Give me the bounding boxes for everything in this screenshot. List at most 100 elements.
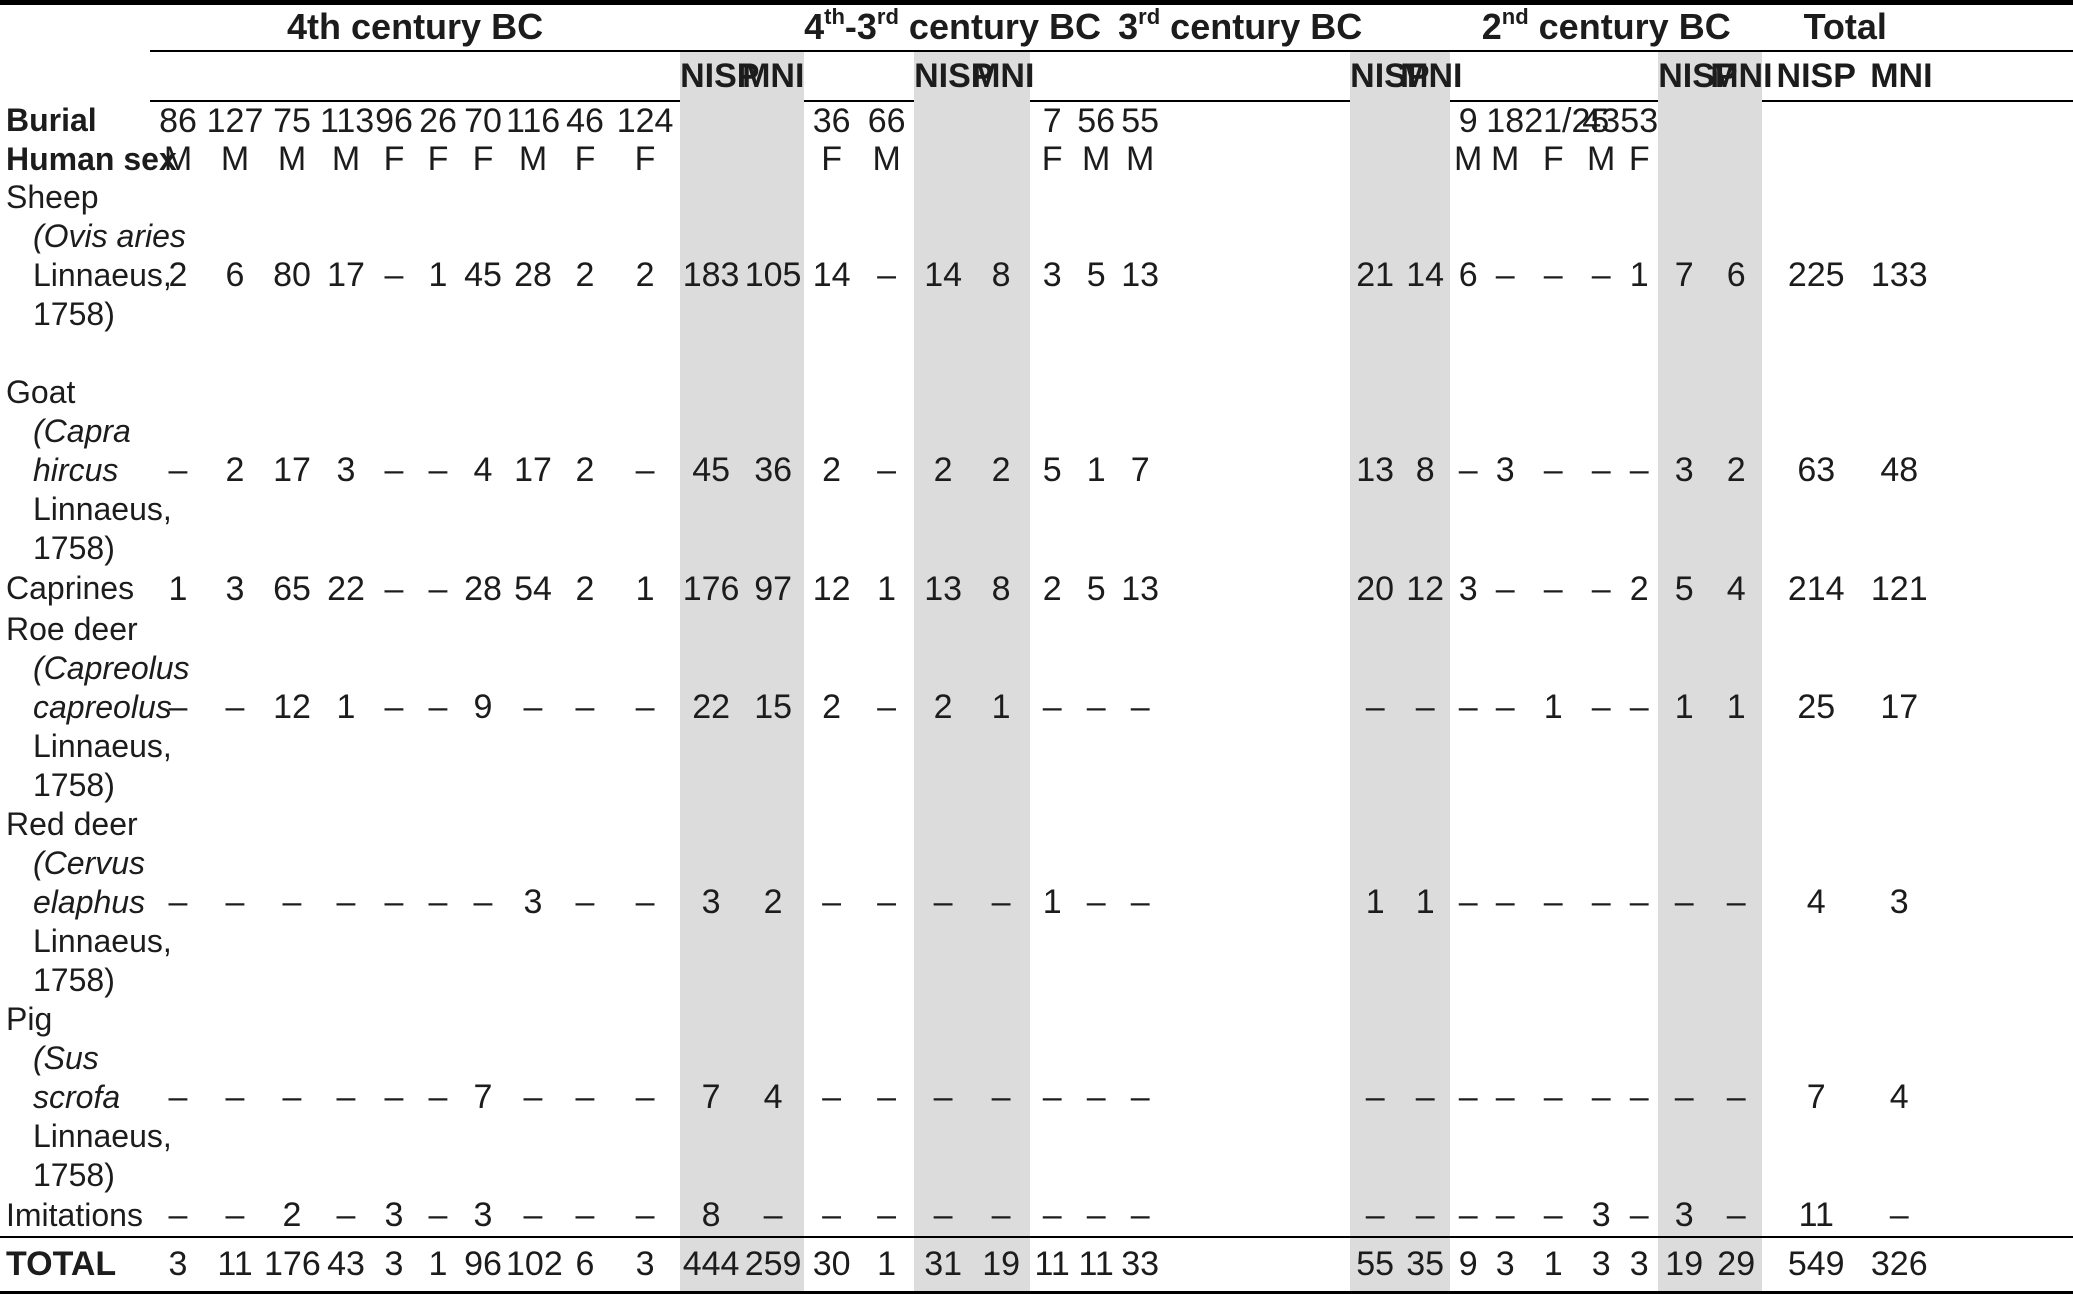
mni-sum-cell: 8	[1400, 372, 1451, 568]
count-cell: –	[575, 688, 595, 726]
species-common-name: Imitations	[6, 1196, 143, 1233]
total-mni-cell: 133	[1870, 256, 1928, 294]
species-common-name: Pig	[6, 1000, 53, 1037]
nisp-header: NISP	[1350, 50, 1430, 101]
burial-number-cell: 43	[1582, 101, 1621, 140]
count-cell: 30	[804, 1235, 860, 1293]
count-cell: –	[1130, 688, 1150, 726]
mni-sum-cell: –	[1400, 609, 1451, 805]
nisp-mni-header-spacer	[680, 2, 805, 52]
mni-sum-cell: –	[1400, 1194, 1451, 1237]
right-spacer	[1928, 805, 2073, 1000]
count-cell: –	[877, 256, 897, 294]
count-cell: 28	[464, 569, 502, 608]
gap-cell	[1162, 373, 1350, 568]
human-sex-row: Human sex M M M M F F F M F F F M F M M M M F M F	[0, 139, 2073, 178]
mni-sum-cell: 259	[742, 1235, 805, 1293]
count-cell: –	[523, 1196, 543, 1234]
species-latin-name-line: (Capreolus	[33, 649, 190, 686]
nisp-sum-cell: 22	[680, 609, 743, 805]
mni-sum-cell: –	[1710, 999, 1763, 1195]
nisp-sum-cell: 444	[680, 1235, 743, 1293]
mni-sum-cell: –	[1710, 804, 1763, 1000]
count-cell: –	[1458, 451, 1478, 489]
nisp-sum-cell: 1	[1658, 609, 1711, 805]
count-cell: 13	[1121, 569, 1160, 608]
total-nisp-cell: 4	[1806, 883, 1826, 921]
count-cell: –	[225, 1078, 245, 1116]
nisp-sum-cell: –	[914, 1194, 973, 1237]
count-cell: 13	[1121, 256, 1160, 294]
count-cell: 22	[327, 569, 365, 608]
mni-band-cell	[1400, 139, 1451, 178]
nisp-band-cell	[680, 100, 743, 140]
count-cell: –	[1495, 569, 1515, 608]
species-row: Red deer (Cervus elaphus Linnaeus, 1758) – – – –…	[0, 804, 2073, 1000]
count-cell: 9	[1450, 1235, 1487, 1293]
mni-header: MNI	[972, 50, 1034, 101]
species-latin-name-line: Linnaeus,	[33, 256, 172, 293]
mni-sum-cell: 14	[1400, 177, 1451, 373]
mni-sum-cell: 8	[972, 177, 1031, 373]
count-cell: –	[575, 883, 595, 921]
count-cell: 2	[822, 451, 842, 489]
count-cell: 3	[473, 1196, 493, 1234]
nisp-band-cell	[680, 139, 743, 178]
mni-sum-cell: –	[1710, 1194, 1763, 1237]
nisp-sum-cell: 31	[914, 1235, 973, 1293]
count-cell: –	[1042, 688, 1062, 726]
nisp-header: NISP	[680, 50, 759, 101]
count-cell: –	[877, 688, 897, 726]
count-cell: –	[877, 1196, 897, 1234]
count-cell: –	[635, 883, 655, 921]
count-cell: 2	[282, 1196, 302, 1234]
count-cell: 2	[1629, 569, 1649, 608]
count-cell: –	[877, 883, 897, 921]
mni-sum-cell: –	[972, 1194, 1031, 1237]
mni-sum-cell: –	[972, 804, 1031, 1000]
count-cell: 6	[1458, 256, 1478, 294]
nisp-sum-cell: 13	[1350, 372, 1401, 568]
header-underline-spacer	[150, 50, 681, 102]
ordinal-suffix: th	[824, 4, 845, 30]
count-cell: –	[168, 688, 188, 726]
row-label: Burial	[6, 102, 97, 138]
corner-cell	[0, 51, 150, 101]
mni-sum-cell: 1	[972, 609, 1031, 805]
sex-cell: M	[872, 139, 901, 178]
nisp-sum-cell: –	[1350, 999, 1401, 1195]
count-cell: –	[336, 1078, 356, 1116]
count-cell: –	[1543, 1078, 1563, 1116]
burial-number-cell: 21/25	[1524, 101, 1610, 140]
count-cell: –	[1591, 1078, 1611, 1116]
sex-cell: M	[220, 139, 250, 178]
nisp-sum-cell: –	[1350, 609, 1401, 805]
sex-cell: F	[427, 139, 449, 178]
mni-sum-cell: 15	[742, 609, 805, 805]
count-cell: 17	[514, 451, 552, 489]
century-header-3rd: 3rd century BC	[1030, 2, 1451, 52]
count-cell: –	[1543, 256, 1563, 294]
count-cell: –	[877, 1078, 897, 1116]
count-cell: –	[635, 688, 655, 726]
count-cell: –	[575, 1078, 595, 1116]
species-latin-name-line: Linnaeus,	[33, 727, 172, 764]
species-latin-name-line: (Ovis aries	[33, 217, 186, 254]
count-cell: –	[635, 451, 655, 489]
right-spacer	[1928, 101, 2073, 140]
species-latin-name-line: 1758)	[33, 529, 115, 566]
gap-cell	[1162, 1235, 1351, 1293]
nisp-sum-cell: 14	[914, 177, 973, 373]
count-cell: –	[1495, 1196, 1515, 1234]
count-cell: 5	[1086, 569, 1106, 608]
count-cell: –	[384, 256, 404, 294]
count-cell: –	[428, 688, 448, 726]
sex-cell: M	[1454, 139, 1483, 178]
count-cell: 3	[150, 1235, 206, 1293]
count-cell: –	[168, 1078, 188, 1116]
header-underline-spacer	[1450, 50, 1659, 102]
count-cell: –	[1591, 883, 1611, 921]
species-common-name: Goat	[6, 373, 76, 410]
count-cell: 11	[206, 1235, 264, 1293]
nisp-header: NISP	[914, 50, 993, 101]
